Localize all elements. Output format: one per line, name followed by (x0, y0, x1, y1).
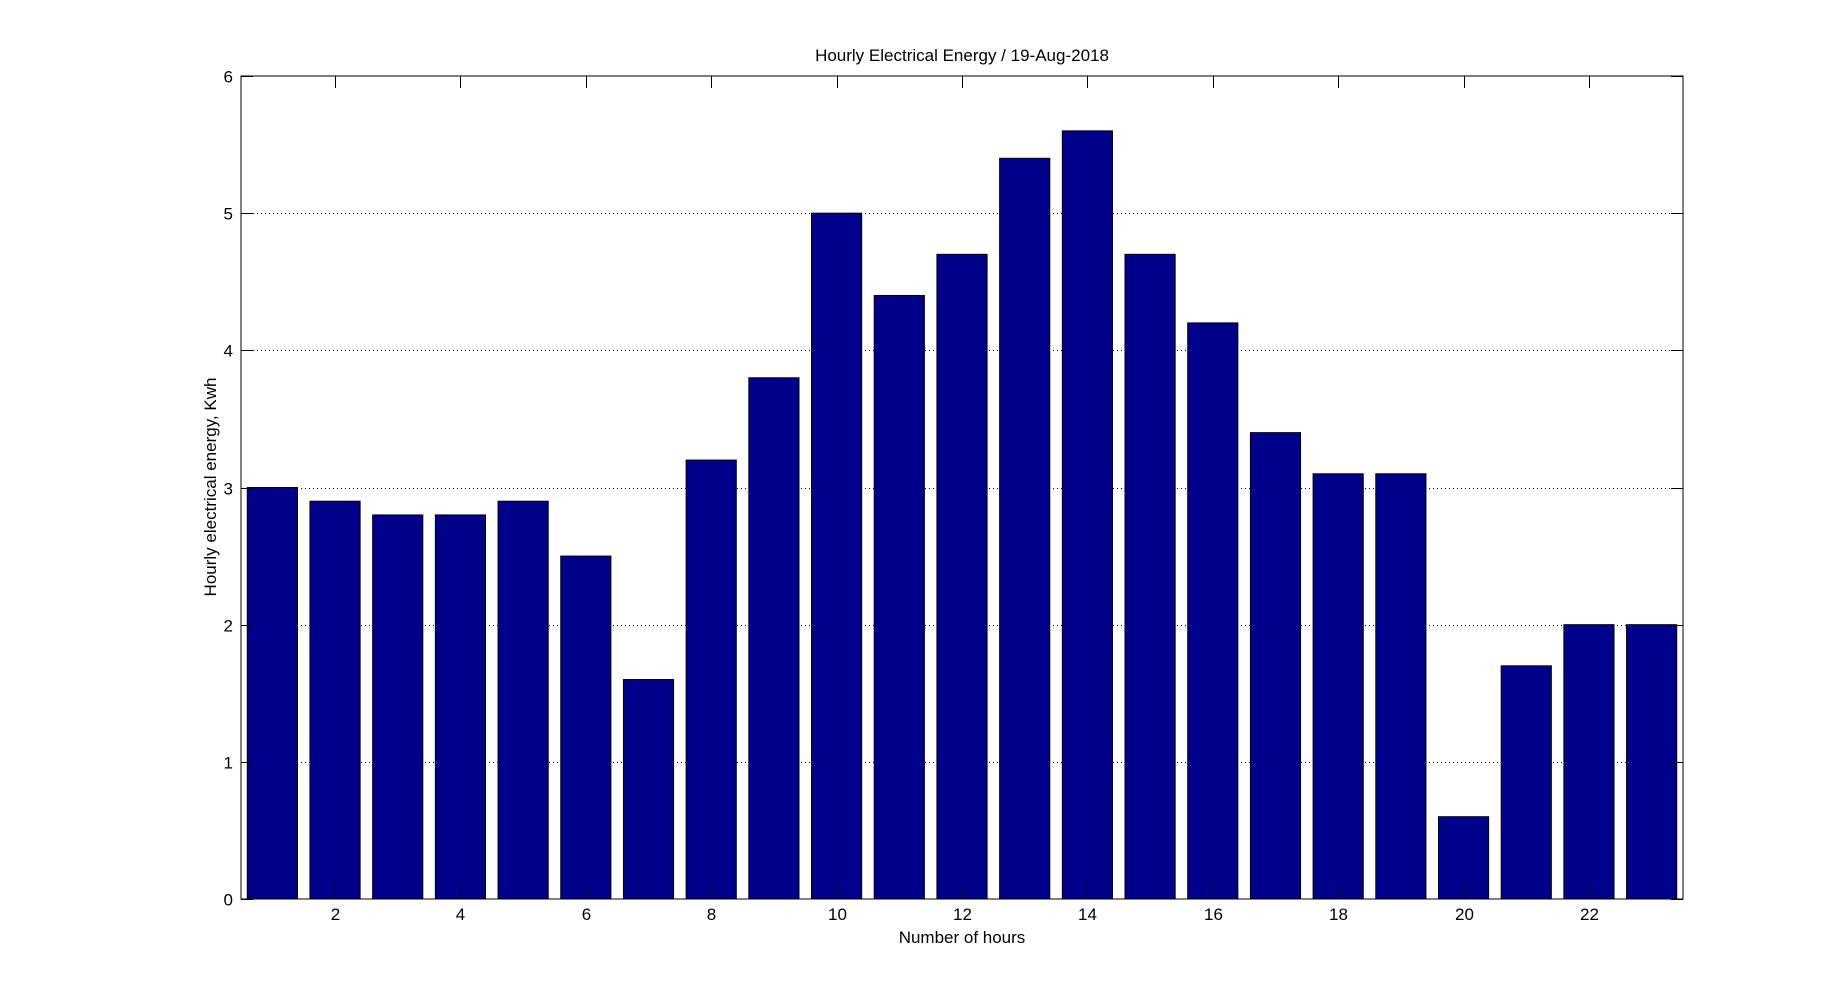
y-tick-label: 4 (224, 342, 233, 361)
bar-hour-23 (1626, 624, 1678, 900)
bar-hour-5 (497, 500, 549, 900)
x-tick-label: 18 (1329, 905, 1348, 924)
x-tick-label: 22 (1580, 905, 1599, 924)
x-tick-label: 6 (582, 905, 591, 924)
bar-hour-1 (246, 487, 298, 900)
x-tick-label: 20 (1455, 905, 1474, 924)
y-tick-label: 0 (224, 891, 233, 910)
y-tick-label: 5 (224, 205, 233, 224)
bar-hour-20 (1437, 816, 1490, 900)
bar-hour-11 (873, 294, 925, 900)
x-tick-label: 4 (456, 905, 465, 924)
x-tick-label: 2 (331, 905, 340, 924)
bar-hour-4 (434, 514, 487, 900)
bar-hour-15 (1124, 253, 1176, 900)
bar-hour-12 (936, 253, 988, 900)
y-tick-label: 2 (224, 617, 233, 636)
x-tick-label: 8 (707, 905, 716, 924)
bar-hour-18 (1312, 473, 1364, 900)
bar-hour-13 (999, 157, 1051, 900)
bar-hour-8 (685, 459, 737, 900)
x-tick-label: 12 (953, 905, 972, 924)
y-tick-label: 6 (224, 68, 233, 87)
bar-hour-19 (1375, 473, 1427, 900)
bar-hour-22 (1563, 624, 1615, 900)
bar-hour-6 (560, 555, 612, 900)
x-axis-label: Number of hours (899, 928, 1026, 947)
bar-hour-3 (372, 514, 424, 900)
y-axis-label: Hourly electrical energy, Kwh (201, 378, 220, 597)
bar-hour-17 (1249, 432, 1302, 900)
bar-hour-7 (622, 679, 675, 900)
y-tick-label: 3 (224, 480, 233, 499)
chart-title: Hourly Electrical Energy / 19-Aug-2018 (815, 46, 1109, 65)
y-tick-label: 1 (224, 754, 233, 773)
x-tick-label: 16 (1204, 905, 1223, 924)
bar-hour-16 (1187, 322, 1239, 900)
bar-hour-2 (309, 500, 361, 900)
bar-hour-14 (1061, 130, 1113, 900)
bar-hour-21 (1500, 665, 1552, 900)
x-tick-label: 10 (828, 905, 847, 924)
bars (246, 130, 1678, 900)
bar-hour-9 (748, 377, 800, 900)
x-tick-label: 14 (1078, 905, 1097, 924)
bar-hour-10 (811, 212, 863, 900)
